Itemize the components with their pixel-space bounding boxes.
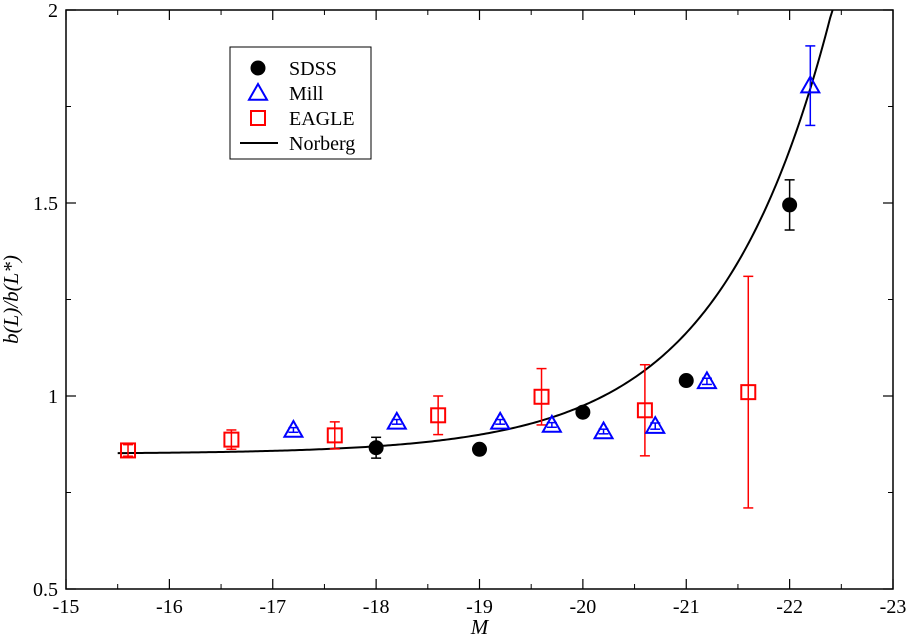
y-tick-label: 0.5 xyxy=(33,579,58,601)
plot-frame xyxy=(65,9,894,590)
eagle-point xyxy=(740,384,757,401)
eagle-point xyxy=(120,442,137,459)
legend-swatch-sdss xyxy=(250,60,266,76)
mill-point xyxy=(696,370,718,390)
sdss-point xyxy=(368,440,384,456)
y-tick-label: 2 xyxy=(48,0,58,22)
legend-swatch-eagle xyxy=(250,110,266,126)
x-tick-label: -17 xyxy=(259,596,286,618)
eagle-point xyxy=(636,402,653,419)
mill-point xyxy=(541,413,563,433)
x-tick-label: -16 xyxy=(156,596,183,618)
x-tick-label: -21 xyxy=(673,596,700,618)
eagle-error-bar xyxy=(433,395,444,436)
eagle-point xyxy=(326,427,343,444)
sdss-point xyxy=(782,197,798,213)
data-markers xyxy=(120,74,822,459)
x-axis-label: M xyxy=(470,615,490,639)
legend-label-norberg: Norberg xyxy=(289,133,355,155)
legend-label-sdss: SDSS xyxy=(289,58,337,80)
tick-labels: -15 -16 -17 -18 -19 -20 -21 -22 -23 0.5 1 1.5 2 xyxy=(33,0,906,618)
x-tick-label: -20 xyxy=(570,596,597,618)
x-tick-label: -19 xyxy=(466,596,493,618)
norberg-curve xyxy=(117,9,834,455)
legend-label-eagle: EAGLE xyxy=(289,108,355,130)
mill-error-bar xyxy=(805,45,816,127)
eagle-error-bar xyxy=(639,363,650,457)
eagle-error-bar xyxy=(536,367,547,426)
x-tick-label: -23 xyxy=(880,596,907,618)
mill-point xyxy=(799,74,822,94)
x-tick-label: -15 xyxy=(53,596,80,618)
eagle-point xyxy=(223,431,240,448)
y-axis-label: b(L)/b(L*) xyxy=(0,255,23,344)
mill-point xyxy=(592,420,615,440)
y-tick-label: 1.5 xyxy=(33,193,58,215)
axis-ticks xyxy=(65,9,894,590)
sdss-point xyxy=(678,373,694,389)
x-tick-label: -22 xyxy=(776,596,803,618)
mill-point xyxy=(386,410,408,430)
legend: SDSS Mill EAGLE Norberg xyxy=(229,46,372,160)
sdss-point xyxy=(472,441,487,457)
eagle-point xyxy=(533,388,550,405)
sdss-point xyxy=(575,404,591,420)
axes-frame xyxy=(65,9,894,590)
legend-swatch-mill xyxy=(247,81,269,101)
curve-layer xyxy=(117,9,834,455)
legend-label-mill: Mill xyxy=(289,83,324,105)
y-tick-label: 1 xyxy=(48,386,58,408)
eagle-error-bar xyxy=(123,443,134,457)
mill-point xyxy=(489,410,511,430)
eagle-error-bar xyxy=(743,275,754,509)
eagle-point xyxy=(430,407,447,424)
x-tick-label: -18 xyxy=(363,596,390,618)
mill-point xyxy=(282,418,305,438)
eagle-error-bar xyxy=(329,421,340,450)
mill-point xyxy=(644,415,666,434)
error-bars xyxy=(123,45,816,509)
